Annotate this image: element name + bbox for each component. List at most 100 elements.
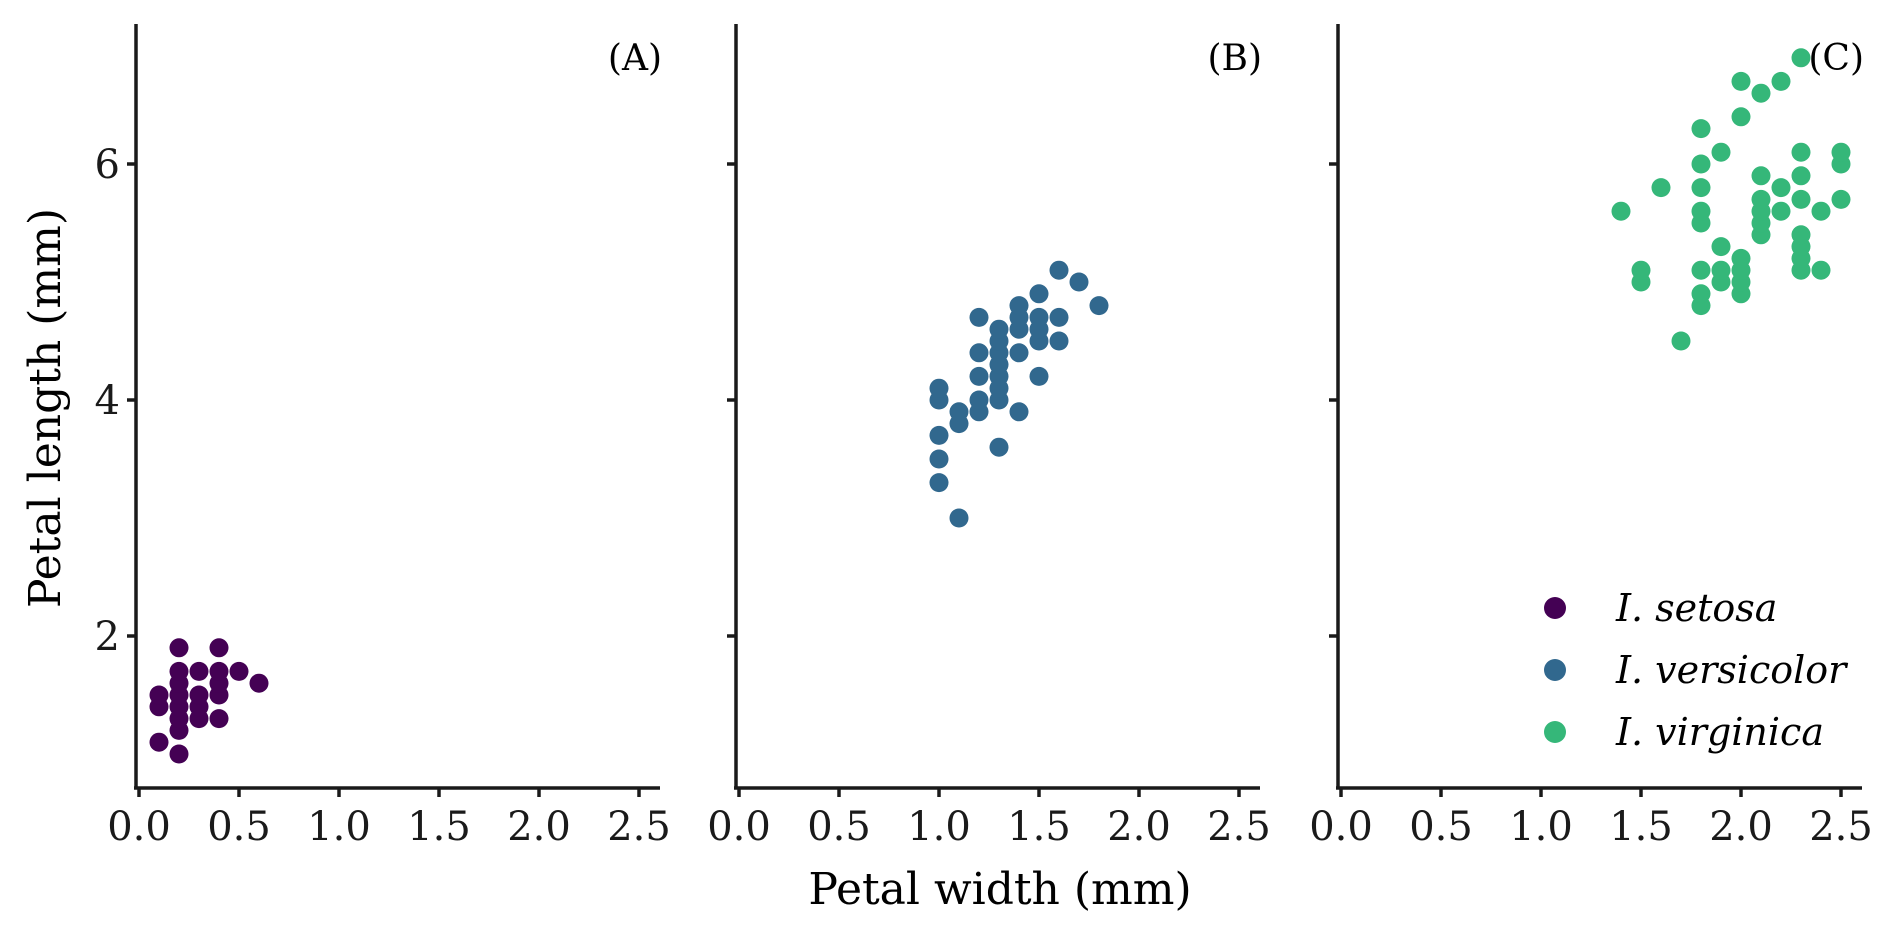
x-tick-label: 1.0	[1509, 804, 1573, 850]
data-point	[1751, 189, 1771, 209]
x-tick-label: 1.5	[1609, 804, 1673, 850]
panel-c: 0.0 0.5 1.0 1.5 2.0 2.5 (C)	[1309, 24, 1873, 850]
data-point	[1751, 83, 1771, 103]
data-point	[1009, 296, 1029, 316]
legend-marker	[1544, 659, 1566, 681]
data-point	[1771, 201, 1791, 221]
panel-tag: (C)	[1808, 38, 1864, 79]
x-axis-title: Petal width (mm)	[808, 864, 1191, 915]
x-tick-label: 2.0	[1107, 804, 1171, 850]
data-point	[209, 638, 229, 658]
data-point	[929, 473, 949, 493]
data-point	[209, 661, 229, 681]
data-point	[1029, 307, 1049, 327]
x-tick-label: 0.0	[1309, 804, 1373, 850]
data-point	[189, 685, 209, 705]
legend-label: I. versicolor	[1615, 648, 1849, 692]
data-point	[149, 732, 169, 752]
data-point	[1691, 178, 1711, 198]
data-point	[1711, 142, 1731, 162]
x-tick-label: 0.5	[207, 804, 271, 850]
data-point	[1831, 142, 1851, 162]
x-tick-label: 0.5	[1409, 804, 1473, 850]
data-point	[1049, 260, 1069, 280]
legend: I. setosa I. versicolor I. virginica	[1544, 586, 1849, 754]
legend-label: I. virginica	[1615, 710, 1824, 754]
data-point	[249, 673, 269, 693]
data-point	[1691, 201, 1711, 221]
panel-b: 0.0 0.5 1.0 1.5 2.0 2.5 (B)	[707, 24, 1271, 850]
legend-marker	[1544, 597, 1566, 619]
data-point	[949, 508, 969, 528]
x-tick-label: 2.5	[1207, 804, 1271, 850]
y-axis-title: Petal length (mm)	[20, 208, 71, 608]
x-tick-label: 0.0	[107, 804, 171, 850]
data-point	[1771, 71, 1791, 91]
data-point	[1671, 331, 1691, 351]
data-point	[1811, 260, 1831, 280]
data-point	[1089, 296, 1109, 316]
data-point	[229, 661, 249, 681]
data-point	[1811, 201, 1831, 221]
panel-tag: (B)	[1207, 38, 1262, 79]
data-point	[1791, 48, 1811, 68]
x-tick-label: 0.5	[807, 804, 871, 850]
data-point	[1791, 166, 1811, 186]
x-tick-label: 1.5	[1007, 804, 1071, 850]
legend-marker	[1544, 721, 1566, 743]
data-point	[969, 390, 989, 410]
x-tick-label: 2.0	[507, 804, 571, 850]
data-point	[1691, 154, 1711, 174]
data-point	[1791, 142, 1811, 162]
y-tick-label: 4	[95, 378, 120, 424]
x-tick-label: 2.5	[1809, 804, 1873, 850]
data-point	[169, 744, 189, 764]
data-point	[1691, 284, 1711, 304]
data-point	[1791, 189, 1811, 209]
data-point	[1831, 189, 1851, 209]
data-point	[1009, 402, 1029, 422]
data-point	[1711, 237, 1731, 257]
x-tick-label: 1.5	[407, 804, 471, 850]
x-tick-label: 1.0	[907, 804, 971, 850]
data-point	[1771, 178, 1791, 198]
data-point	[989, 319, 1009, 339]
data-point	[1731, 248, 1751, 268]
data-point	[929, 378, 949, 398]
data-point	[1631, 260, 1651, 280]
data-point	[1029, 284, 1049, 304]
data-point	[1731, 107, 1751, 127]
x-tick-label: 2.5	[607, 804, 671, 850]
x-tick-label: 0.0	[707, 804, 771, 850]
data-point	[1691, 260, 1711, 280]
data-point	[1731, 71, 1751, 91]
panel-a: 2 4 6 0.0 0.5 1.0 1.5 2.0 2.5 (A)	[95, 24, 671, 850]
data-point	[969, 366, 989, 386]
data-point	[169, 661, 189, 681]
data-point	[949, 402, 969, 422]
data-point	[1651, 178, 1671, 198]
data-point	[1691, 119, 1711, 139]
data-point	[1049, 331, 1069, 351]
data-point	[209, 709, 229, 729]
panel-tag: (A)	[608, 38, 662, 79]
data-point	[1029, 366, 1049, 386]
data-point	[929, 449, 949, 469]
data-point	[149, 685, 169, 705]
data-point	[969, 343, 989, 363]
data-point	[1751, 166, 1771, 186]
data-point	[969, 307, 989, 327]
y-tick-label: 2	[95, 614, 120, 660]
x-tick-label: 1.0	[307, 804, 371, 850]
data-point	[1611, 201, 1631, 221]
data-point	[1049, 307, 1069, 327]
data-point	[989, 437, 1009, 457]
data-point	[1009, 343, 1029, 363]
data-point	[929, 425, 949, 445]
data-point	[189, 661, 209, 681]
x-tick-label: 2.0	[1709, 804, 1773, 850]
data-point	[169, 638, 189, 658]
y-tick-label: 6	[95, 142, 120, 188]
data-point	[1069, 272, 1089, 292]
